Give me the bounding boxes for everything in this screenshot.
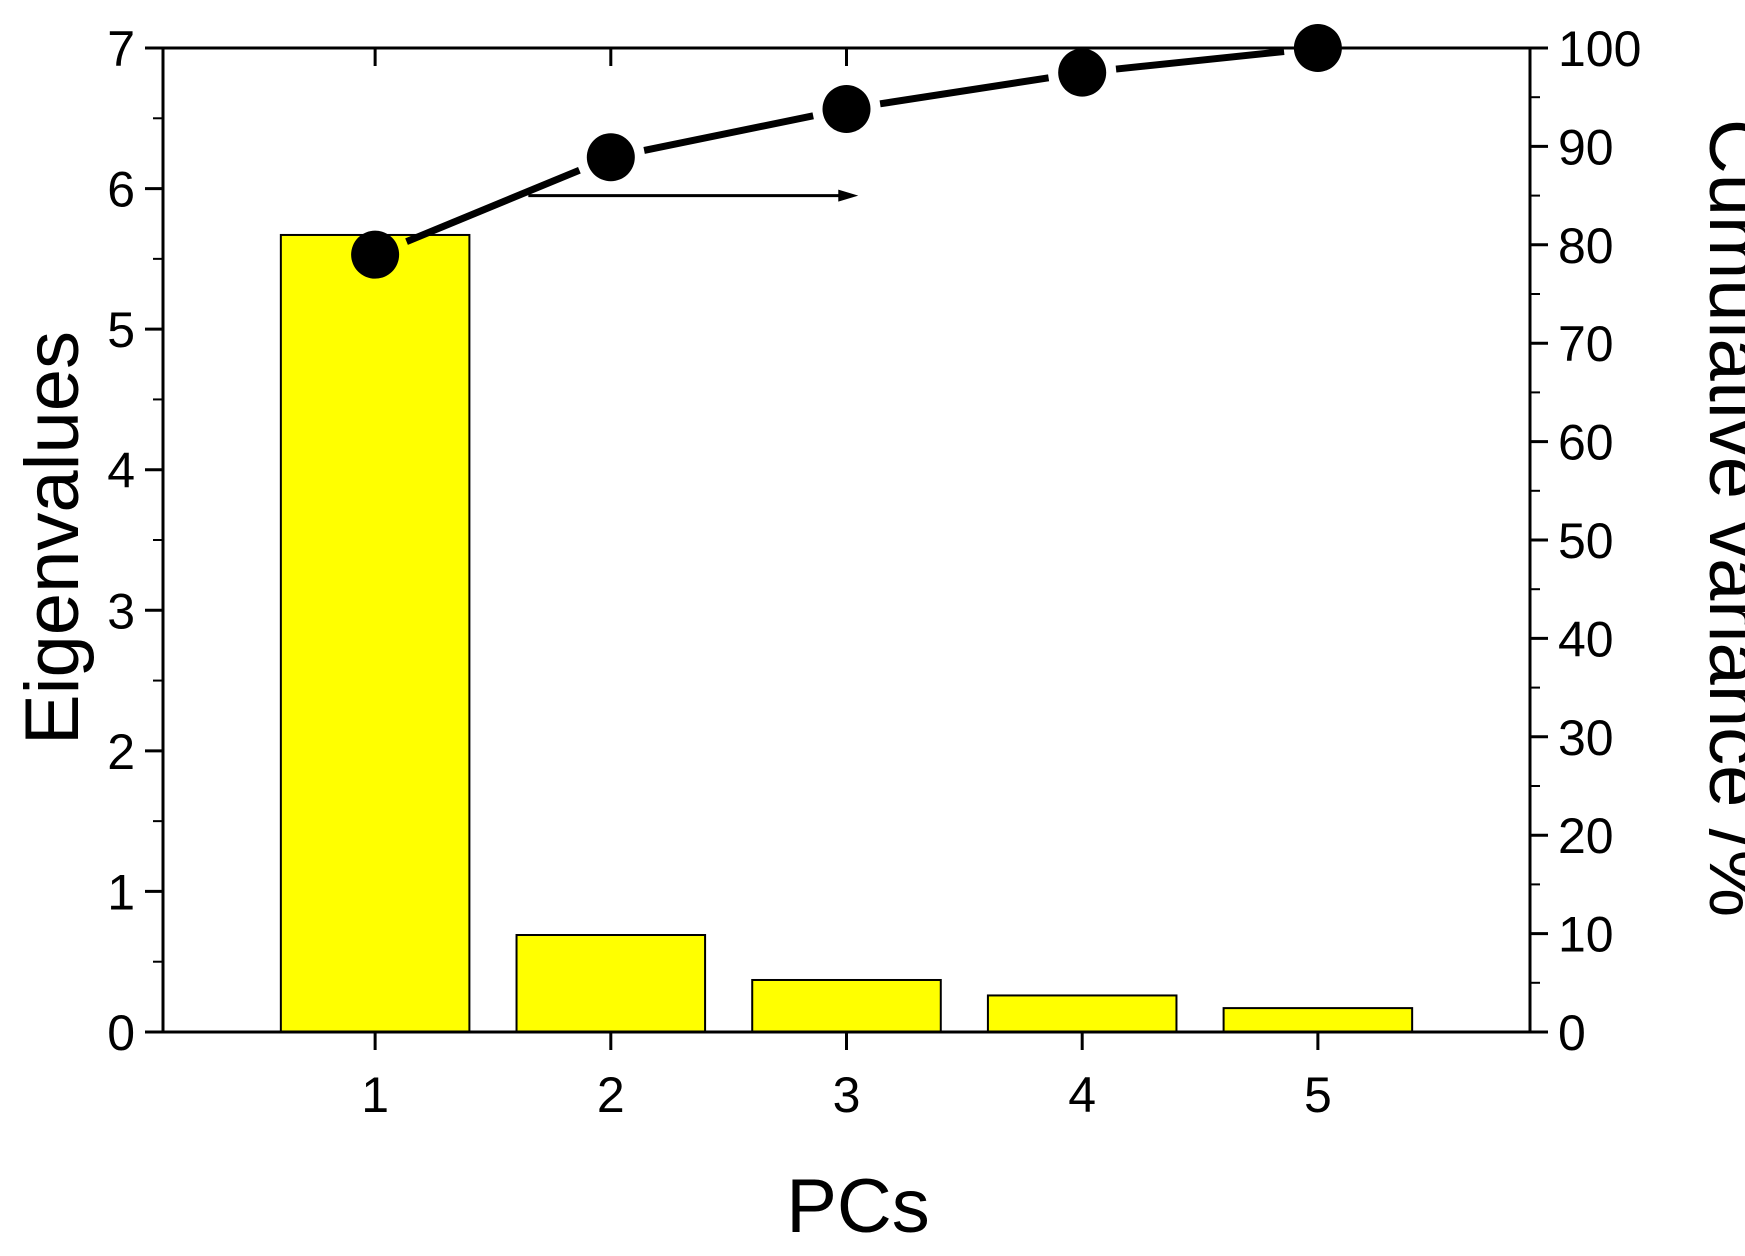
x-axis-title: PCs xyxy=(786,1164,930,1249)
y-tick-label: 4 xyxy=(107,443,135,499)
y2-tick-label: 30 xyxy=(1558,710,1614,766)
y-tick-label: 6 xyxy=(107,162,135,218)
bar-pc-1 xyxy=(279,233,471,1033)
cumulative-line-segment xyxy=(405,166,581,245)
x-tick-label: 5 xyxy=(1304,1067,1332,1123)
x-tick-label: 3 xyxy=(833,1067,861,1123)
y2-tick-label: 50 xyxy=(1558,513,1614,569)
bar-pc-3 xyxy=(751,978,942,1034)
x-tick-label: 2 xyxy=(597,1067,625,1123)
cumulative-point-pc-3 xyxy=(822,85,871,134)
cumulative-line-segment xyxy=(879,74,1050,108)
x-tick-label: 1 xyxy=(361,1067,389,1123)
y2-tick-label: 70 xyxy=(1558,316,1614,372)
bars-layer xyxy=(279,233,1414,1034)
y2-tick-label: 80 xyxy=(1558,218,1614,274)
cumulative-point-pc-4 xyxy=(1058,48,1107,97)
bar-pc-5 xyxy=(1222,1007,1414,1033)
y-tick-label: 0 xyxy=(107,1005,135,1061)
y-axis-title: Eigenvalues xyxy=(10,331,95,745)
bar-pc-2 xyxy=(515,934,707,1034)
y2-tick-label: 20 xyxy=(1558,808,1614,864)
arrow-layer xyxy=(528,189,859,202)
y2-tick-label: 0 xyxy=(1558,1005,1586,1061)
arrow-head xyxy=(838,189,859,202)
cumulative-line-segment xyxy=(1115,48,1285,73)
y-tick-label: 5 xyxy=(107,302,135,358)
x-tick-label: 4 xyxy=(1068,1067,1096,1123)
cumulative-point-pc-2 xyxy=(586,133,635,182)
y2-axis-title: Cumulative variance /% xyxy=(1693,119,1745,917)
line-layer xyxy=(351,24,1342,279)
y-tick-label: 1 xyxy=(107,864,135,920)
ticks-layer xyxy=(145,46,1548,1050)
cumulative-point-pc-1 xyxy=(351,230,400,279)
y-tick-label: 2 xyxy=(107,724,135,780)
y2-tick-label: 40 xyxy=(1558,611,1614,667)
y2-tick-label: 10 xyxy=(1558,907,1614,963)
y2-tick-label: 90 xyxy=(1558,119,1614,175)
y-tick-label: 3 xyxy=(107,583,135,639)
bar-pc-4 xyxy=(986,994,1178,1033)
y2-tick-label: 100 xyxy=(1558,21,1641,77)
cumulative-point-pc-5 xyxy=(1293,24,1342,72)
cumulative-line-segment xyxy=(643,112,814,154)
y-tick-label: 7 xyxy=(107,21,135,77)
y2-tick-label: 60 xyxy=(1558,415,1614,471)
